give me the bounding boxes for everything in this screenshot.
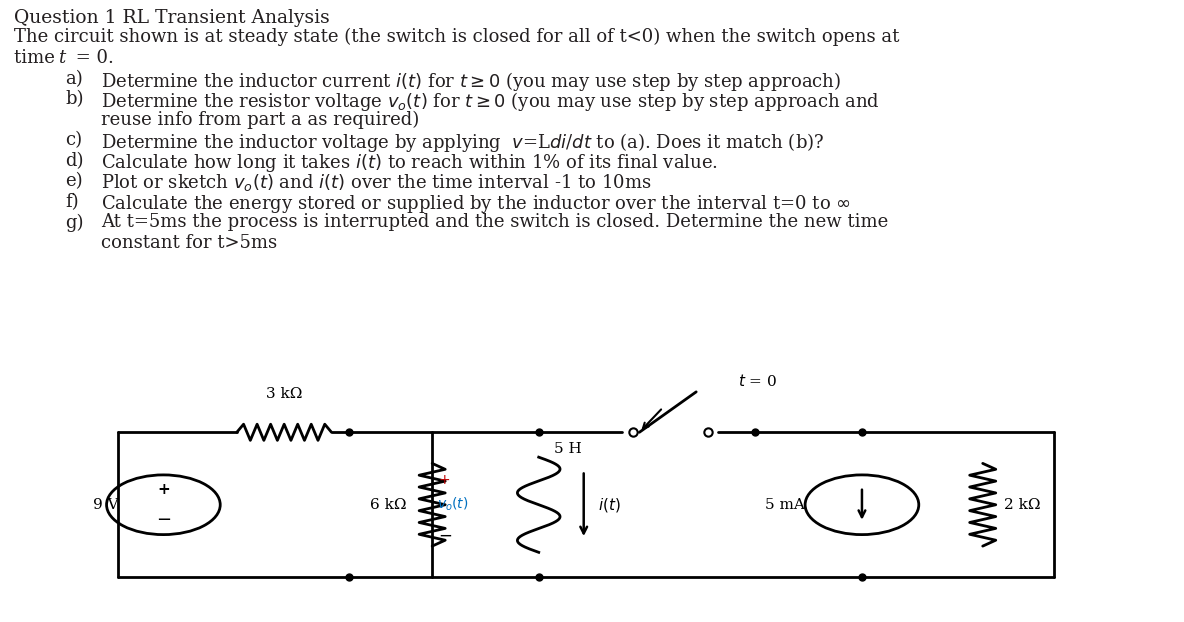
Text: −: − <box>438 527 452 545</box>
Text: 5 mA: 5 mA <box>765 498 805 512</box>
Text: b): b) <box>65 90 84 108</box>
Text: −: − <box>156 511 170 529</box>
Text: The circuit shown is at steady state (the switch is closed for all of t<0) when : The circuit shown is at steady state (th… <box>14 28 900 46</box>
Text: Determine the inductor current $i(t)$ for $t \geq 0$ (you may use step by step a: Determine the inductor current $i(t)$ fo… <box>101 70 841 93</box>
Text: time: time <box>14 49 60 67</box>
Text: = 0.: = 0. <box>70 49 114 67</box>
Text: t: t <box>58 49 65 67</box>
Text: Question 1 RL Transient Analysis: Question 1 RL Transient Analysis <box>14 9 330 27</box>
Text: c): c) <box>65 131 82 149</box>
Text: a): a) <box>65 70 83 88</box>
Text: +: + <box>157 481 169 497</box>
Text: constant for t>5ms: constant for t>5ms <box>101 234 277 252</box>
Text: Determine the inductor voltage by applying  $v$=L$di$/$dt$ to (a). Does it match: Determine the inductor voltage by applyi… <box>101 131 824 154</box>
Text: g): g) <box>65 213 84 231</box>
Text: 3 kΩ: 3 kΩ <box>266 387 302 401</box>
Text: $i(t)$: $i(t)$ <box>598 496 620 514</box>
Text: reuse info from part a as required): reuse info from part a as required) <box>101 111 419 129</box>
Text: Plot or sketch $v_o(t)$ and $i(t)$ over the time interval -1 to 10ms: Plot or sketch $v_o(t)$ and $i(t)$ over … <box>101 172 651 193</box>
Text: f): f) <box>65 193 79 211</box>
Text: 6 kΩ: 6 kΩ <box>369 498 406 512</box>
Text: Determine the resistor voltage $v_o(t)$ for $t \geq 0$ (you may use step by step: Determine the resistor voltage $v_o(t)$ … <box>101 90 880 113</box>
Text: 5 H: 5 H <box>554 442 581 456</box>
Text: $t$ = 0: $t$ = 0 <box>738 373 777 389</box>
Text: Calculate how long it takes $i(t)$ to reach within 1% of its final value.: Calculate how long it takes $i(t)$ to re… <box>101 152 718 174</box>
Text: $v_o(t)$: $v_o(t)$ <box>437 496 469 513</box>
Text: Calculate the energy stored or supplied by the inductor over the interval t=0 to: Calculate the energy stored or supplied … <box>101 193 850 215</box>
Text: d): d) <box>65 152 84 170</box>
Text: +: + <box>438 473 450 487</box>
Text: 2 kΩ: 2 kΩ <box>1004 498 1041 512</box>
Text: At t=5ms the process is interrupted and the switch is closed. Determine the new : At t=5ms the process is interrupted and … <box>101 213 888 231</box>
Text: 9 V: 9 V <box>92 498 118 512</box>
Text: e): e) <box>65 172 83 190</box>
